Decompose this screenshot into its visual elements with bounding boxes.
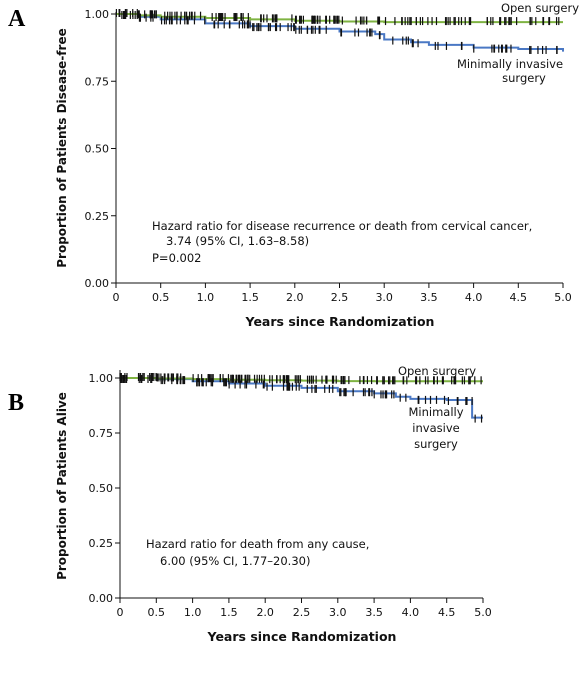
panel-a-y-tick-label: 0.00 xyxy=(85,277,110,290)
panel-b-x-tick-label: 0.5 xyxy=(148,606,166,619)
panel-a-open-survival-line xyxy=(116,13,563,24)
panel-b-label: B xyxy=(8,390,24,416)
panel-a-y-tick-label: 0.50 xyxy=(85,143,110,156)
panel-b-y-label: Proportion of Patients Alive xyxy=(55,392,69,580)
panel-a-x-label: Years since Randomization xyxy=(245,314,435,329)
panel-b-x-ticks: 0 0.5 1.0 1.5 2.0 2.5 3.0 3.5 4.0 4.5 5.0 xyxy=(117,598,492,619)
panel-b-x-tick-label: 2.5 xyxy=(293,606,311,619)
panel-b-x-tick-label: 4.0 xyxy=(402,606,420,619)
panel-a-mis-survival-line xyxy=(116,13,564,52)
panel-b-chart: B 0.00 0.25 0.50 0.75 1.00 0 0.5 1.0 1.5 2.0 2.5 3… xyxy=(8,364,492,644)
panel-a-x-tick-label: 3.5 xyxy=(420,291,438,304)
panel-b-y-tick-label: 0.25 xyxy=(89,537,114,550)
panel-b-x-tick-label: 3.5 xyxy=(365,606,383,619)
panel-a-y-tick-label: 0.25 xyxy=(85,210,110,223)
panel-a-x-tick-label: 3.0 xyxy=(375,291,393,304)
panel-a-mis-label-line-1: Minimally invasive xyxy=(457,57,563,71)
panel-a-x-tick-label: 4.5 xyxy=(510,291,528,304)
panel-a-x-tick-label: 5.0 xyxy=(554,291,572,304)
panel-a-annotation-line-3: P=0.002 xyxy=(152,251,202,265)
panel-b-y-tick-label: 1.00 xyxy=(89,372,114,385)
panel-a-x-tick-label: 4.0 xyxy=(465,291,483,304)
panel-b-annotation-line-1: Hazard ratio for death from any cause, xyxy=(146,537,369,551)
panel-a-chart: A 0.00 0.25 0.50 0.75 1.00 0 0.5 1.0 1.5 2.0 2.5 3… xyxy=(8,1,579,329)
panel-a-y-tick-label: 1.00 xyxy=(85,8,110,21)
panel-a-label: A xyxy=(8,6,26,32)
panel-b-open-surgery-label: Open surgery xyxy=(398,364,476,378)
panel-b-x-tick-label: 1.0 xyxy=(184,606,202,619)
panel-a-x-tick-label: 1.0 xyxy=(197,291,215,304)
panel-b-y-tick-label: 0.00 xyxy=(89,592,114,605)
panel-b-annotation-line-2: 6.00 (95% CI, 1.77–20.30) xyxy=(160,554,310,568)
panel-b-x-tick-label: 4.5 xyxy=(438,606,456,619)
panel-b-x-tick-label: 2.0 xyxy=(256,606,274,619)
panel-b-censor-marks xyxy=(119,373,483,423)
panel-a-open-surgery-label: Open surgery xyxy=(501,1,579,15)
panel-b-x-label: Years since Randomization xyxy=(207,629,397,644)
panel-a-x-tick-label: 2.0 xyxy=(286,291,304,304)
panel-b-x-tick-label: 3.0 xyxy=(329,606,347,619)
panel-b-mis-label-line-2: invasive xyxy=(412,421,459,435)
panel-a-annotation-line-2: 3.74 (95% CI, 1.63–8.58) xyxy=(166,234,309,248)
panel-b-y-tick-label: 0.50 xyxy=(89,482,114,495)
panel-b-mis-label-line-1: Minimally xyxy=(408,405,463,419)
panel-a-censor-marks xyxy=(115,9,560,54)
panel-b-x-tick-label: 0 xyxy=(117,606,124,619)
panel-b-x-tick-label: 5.0 xyxy=(474,606,492,619)
panel-a-x-tick-label: 0.5 xyxy=(152,291,170,304)
panel-b-y-tick-label: 0.75 xyxy=(89,427,114,440)
panel-a-mis-label-line-2: surgery xyxy=(502,71,546,85)
panel-a-y-label: Proportion of Patients Disease-free xyxy=(55,28,69,267)
panel-a-y-tick-label: 0.75 xyxy=(85,75,110,88)
panel-a-x-ticks: 0 0.5 1.0 1.5 2.0 2.5 3.0 3.5 4.0 4.5 5.0 xyxy=(113,283,572,304)
panel-b-x-tick-label: 1.5 xyxy=(220,606,238,619)
panel-a-x-tick-label: 0 xyxy=(113,291,120,304)
panel-b-y-ticks: 0.00 0.25 0.50 0.75 1.00 xyxy=(89,372,120,605)
panel-a-y-ticks: 0.00 0.25 0.50 0.75 1.00 xyxy=(85,8,116,290)
panel-a-x-tick-label: 1.5 xyxy=(241,291,259,304)
panel-a-annotation-line-1: Hazard ratio for disease recurrence or d… xyxy=(152,219,532,233)
panel-a-x-tick-label: 2.5 xyxy=(331,291,349,304)
panel-b-mis-label-line-3: surgery xyxy=(414,437,458,451)
panel-a-series xyxy=(116,13,564,52)
